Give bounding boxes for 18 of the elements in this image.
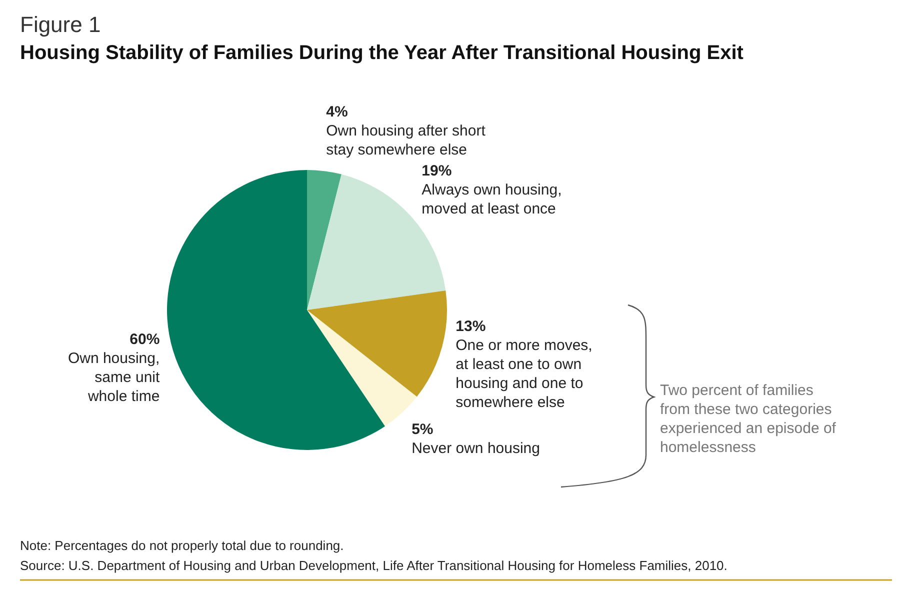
pie-slice — [307, 170, 342, 310]
slice-label: Own housing, same unit whole time — [68, 350, 160, 405]
slice-label: Always own housing, moved at least once — [422, 182, 562, 218]
data-label: 13% — [456, 318, 486, 336]
data-label: 60% — [130, 330, 160, 348]
slice-label: Own housing after short stay somewhere else — [326, 122, 486, 158]
slice-label: Never own housing — [412, 440, 540, 457]
source-note: Source: U.S. Department of Housing and Urban Development, Life After Transitional Housing for Homeless Families, 2010. — [20, 558, 728, 573]
chart-subtitle: Housing Stability of Families During the Year After Transitional Housing Exit — [20, 42, 744, 64]
text: Note: Percentages do not properly total due to rounding. — [20, 538, 344, 553]
data-label: 5% — [412, 420, 434, 438]
slice-label: One or more moves, at least one to own housing and one to somewhere else — [456, 337, 592, 412]
chart-title: Figure 1 — [20, 12, 101, 37]
pie-slice — [167, 170, 386, 450]
data-label: 19% — [422, 162, 452, 180]
text: Two percent of families from these two categories experienced an episode of homelessness — [660, 382, 837, 456]
pie-slice — [307, 290, 447, 397]
data-label: 4% — [326, 103, 348, 120]
